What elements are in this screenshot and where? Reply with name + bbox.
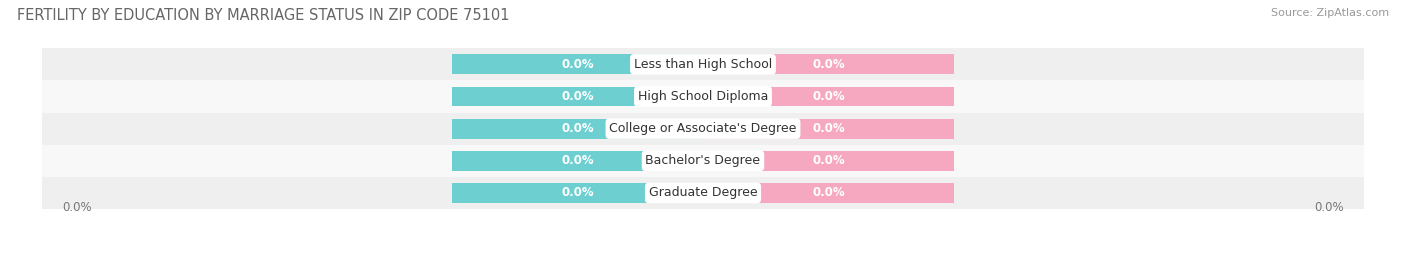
Text: Graduate Degree: Graduate Degree [648,187,758,199]
Text: High School Diploma: High School Diploma [638,90,768,103]
Bar [451,119,703,139]
Text: 0.0%: 0.0% [813,187,845,199]
Bar [703,54,955,74]
Text: Less than High School: Less than High School [634,58,772,71]
Text: 0.0%: 0.0% [813,58,845,71]
Text: 0.0%: 0.0% [561,90,593,103]
Bar [451,151,703,171]
Text: 0.0%: 0.0% [561,187,593,199]
Text: College or Associate's Degree: College or Associate's Degree [609,122,797,135]
Text: Bachelor's Degree: Bachelor's Degree [645,154,761,167]
Bar [703,151,955,171]
Text: 0.0%: 0.0% [561,58,593,71]
Text: 0.0%: 0.0% [62,201,91,214]
Bar [451,183,703,203]
Bar [451,87,703,106]
Text: FERTILITY BY EDUCATION BY MARRIAGE STATUS IN ZIP CODE 75101: FERTILITY BY EDUCATION BY MARRIAGE STATU… [17,8,509,23]
Bar [703,119,955,139]
Text: 0.0%: 0.0% [813,122,845,135]
Text: 0.0%: 0.0% [1315,201,1344,214]
Text: 0.0%: 0.0% [561,154,593,167]
Bar [42,177,1364,209]
Bar [703,183,955,203]
Text: 0.0%: 0.0% [813,154,845,167]
Legend: Married, Unmarried: Married, Unmarried [606,263,800,268]
Text: 0.0%: 0.0% [561,122,593,135]
Bar [451,54,703,74]
Bar [42,48,1364,80]
Text: Source: ZipAtlas.com: Source: ZipAtlas.com [1271,8,1389,18]
Bar [42,80,1364,113]
Bar [42,113,1364,145]
Bar [703,87,955,106]
Bar [42,145,1364,177]
Text: 0.0%: 0.0% [813,90,845,103]
